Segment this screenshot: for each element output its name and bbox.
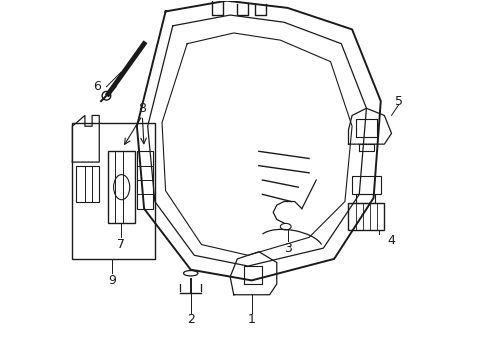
Bar — [137, 151, 153, 209]
Text: 3: 3 — [283, 242, 291, 255]
Text: 7: 7 — [117, 238, 124, 251]
Text: 6: 6 — [93, 80, 101, 93]
Bar — [355, 194, 375, 203]
Text: 1: 1 — [247, 313, 255, 327]
Text: 8: 8 — [138, 102, 146, 115]
Bar — [108, 151, 135, 223]
Bar — [76, 166, 99, 202]
Text: 5: 5 — [394, 95, 402, 108]
Bar — [72, 123, 155, 259]
Bar — [348, 203, 384, 230]
Text: 2: 2 — [186, 313, 194, 327]
Text: 4: 4 — [387, 234, 395, 247]
Text: 9: 9 — [108, 274, 116, 287]
Bar — [351, 176, 380, 194]
